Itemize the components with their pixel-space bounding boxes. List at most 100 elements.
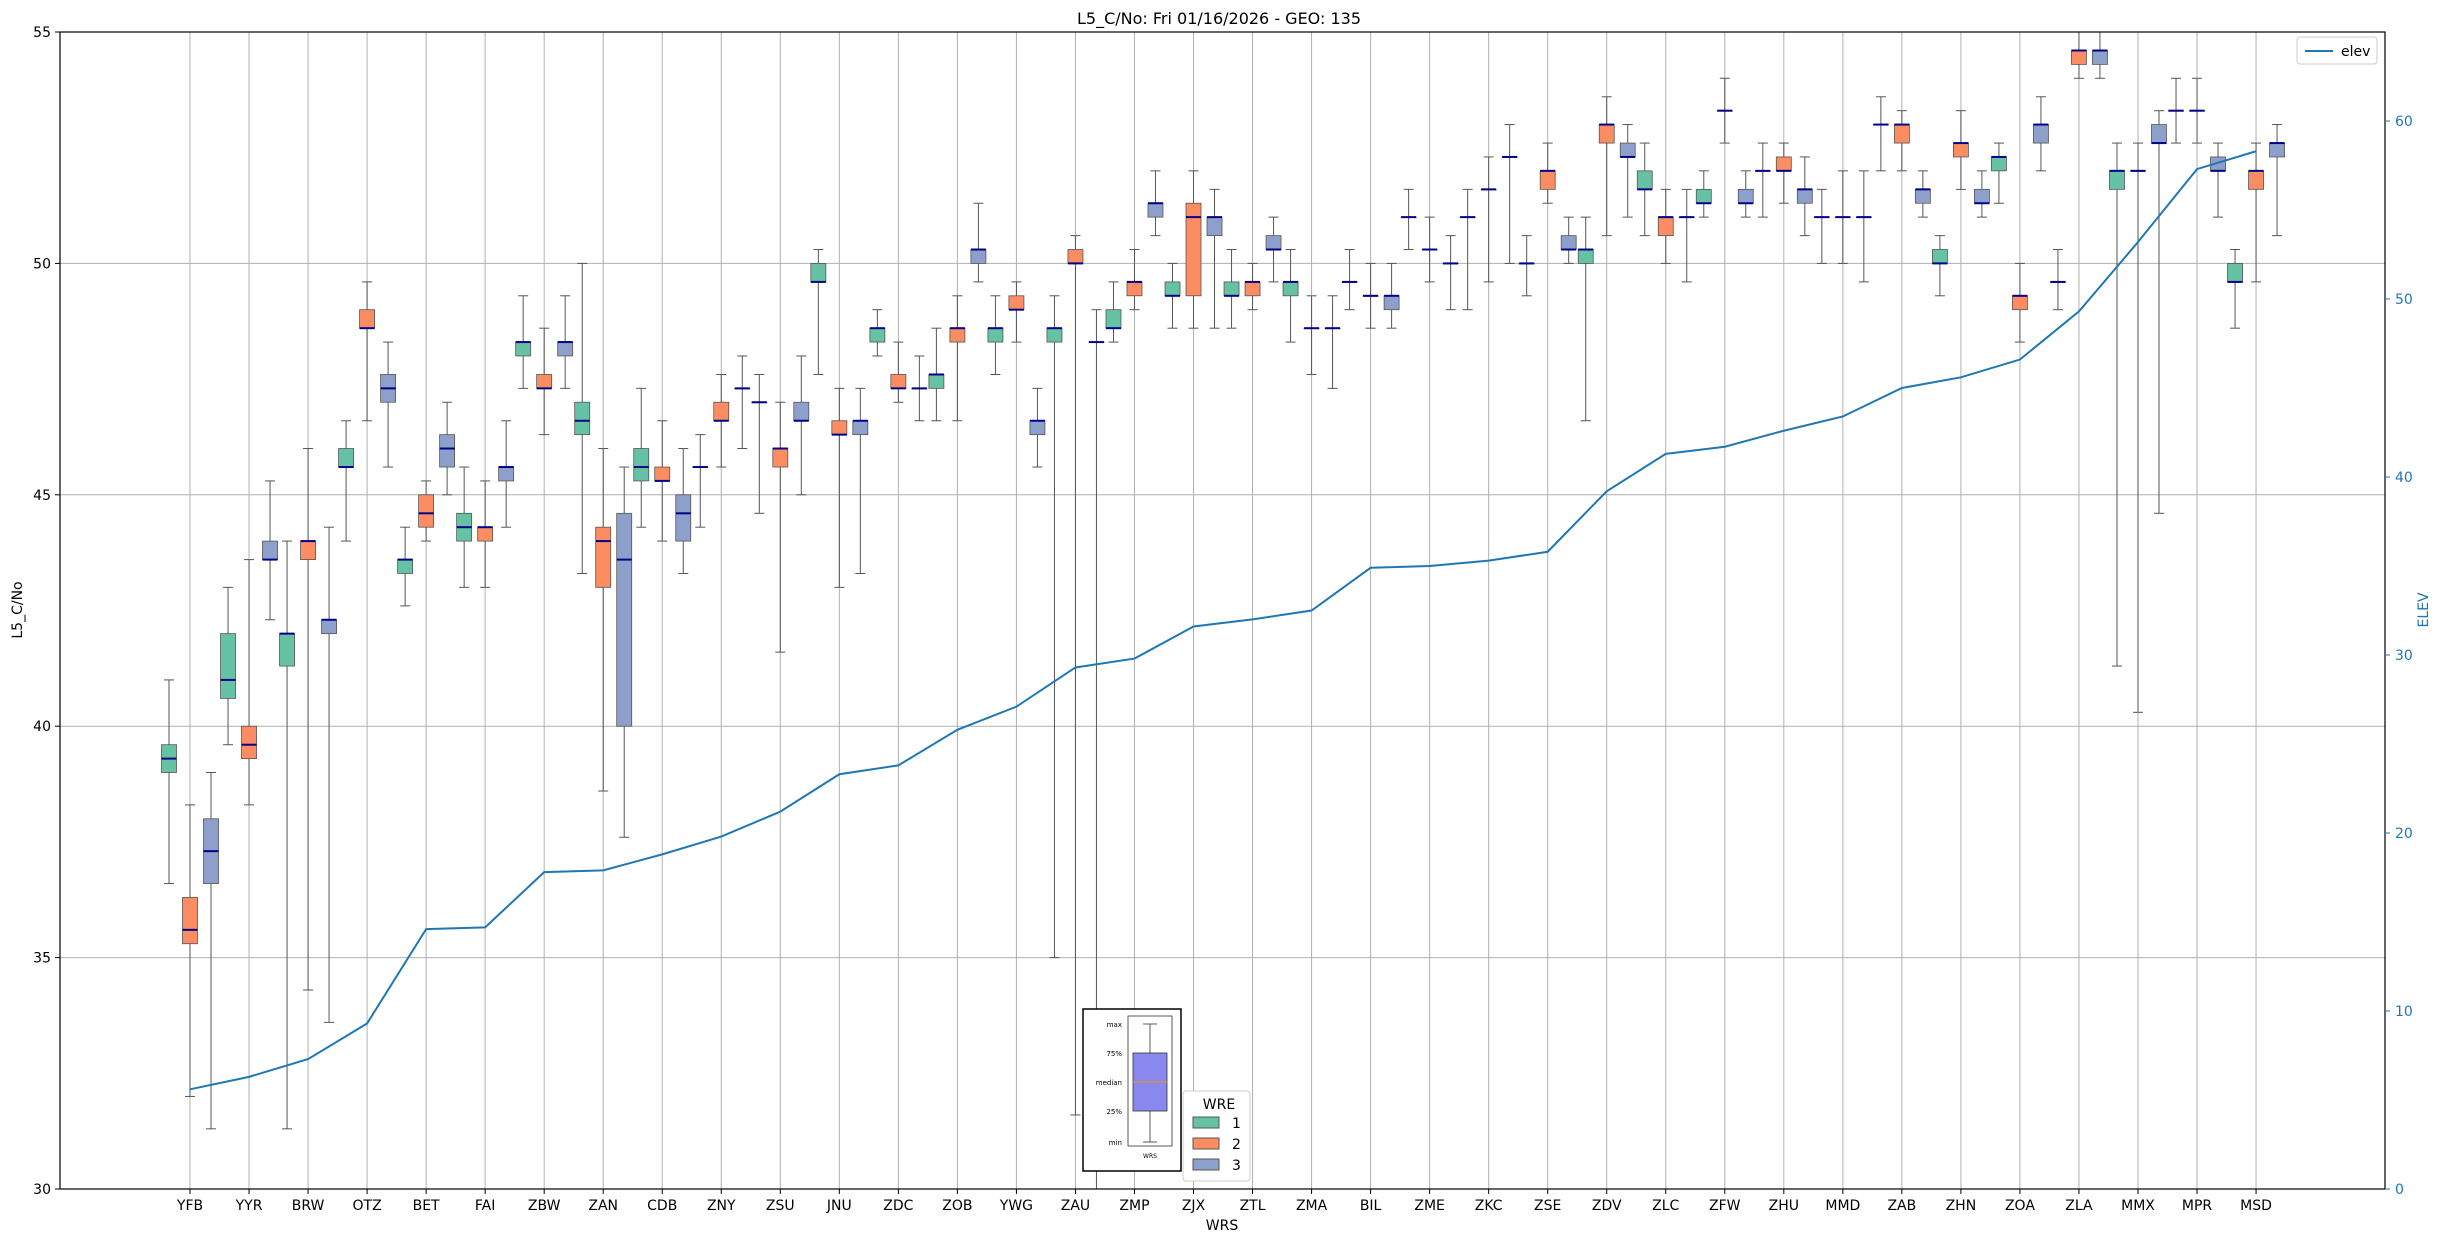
box-ZAB-1 (1872, 96, 1889, 172)
x-tick-label: ZJX (1182, 1198, 1206, 1214)
box-MMD-2 (1834, 170, 1851, 264)
x-tick-label: ZHN (1946, 1198, 1977, 1214)
box-MMX-2 (2130, 142, 2146, 713)
box-YYR-1 (220, 586, 236, 746)
box-MMD-3 (1855, 170, 1872, 283)
box-layer (161, 31, 2285, 1190)
box-iqr (220, 633, 236, 699)
box-iqr (2151, 124, 2167, 144)
box-iqr (852, 420, 869, 436)
box-ZSE-3 (1560, 216, 1577, 264)
box-ZDV-3 (1619, 124, 1636, 218)
box-iqr (1185, 202, 1202, 297)
box-ZBW-3 (557, 295, 574, 389)
y-right-tick-label: 60 (2395, 114, 2413, 130)
box-FAI-2 (477, 480, 494, 588)
wre-legend-title: WRE (1203, 1097, 1235, 1113)
box-iqr (300, 540, 316, 560)
box-iqr (2109, 170, 2125, 190)
x-tick-label: ZLC (1652, 1198, 1679, 1214)
x-tick-label: ZME (1414, 1198, 1445, 1214)
box-iqr (987, 327, 1004, 343)
box-ZNY-3 (734, 355, 751, 450)
box-ZSE-1 (1518, 235, 1535, 297)
x-tick-label: ZLA (2065, 1198, 2093, 1214)
x-tick-label: FAI (475, 1198, 495, 1214)
box-iqr (557, 341, 574, 357)
box-ZDV-2 (1598, 96, 1615, 237)
box-ZNY-1 (692, 434, 709, 528)
box-ZHN-3 (1974, 170, 1990, 218)
box-ZJX-1 (1164, 262, 1181, 329)
box-iqr (675, 494, 692, 542)
box-iqr (2033, 124, 2049, 144)
y-tick-label: 45 (33, 488, 51, 504)
box-iqr (793, 401, 810, 422)
box-ZME-1 (1400, 188, 1417, 251)
box-BET-2 (418, 480, 435, 542)
box-ZHU-3 (1796, 156, 1813, 237)
inset-explainer: max 75% median 25% min WRS (1082, 1008, 1182, 1172)
x-tick-label: ZFW (1709, 1198, 1741, 1214)
box-ZAU-2 (1067, 235, 1084, 1116)
box-ZAB-3 (1914, 170, 1931, 218)
box-iqr (1560, 235, 1577, 250)
box-ZNY-2 (713, 373, 730, 468)
x-tick-label: YFB (176, 1198, 203, 1214)
box-MPR-3 (2210, 142, 2226, 218)
inset-label-median: median (1096, 1079, 1122, 1087)
box-iqr (1539, 170, 1556, 190)
box-OTZ-3 (380, 341, 396, 468)
box-ZOB-1 (928, 327, 945, 422)
x-tick-label: JNU (826, 1198, 852, 1214)
y-right-tick-label: 0 (2395, 1182, 2404, 1198)
wre-legend-swatch-2 (1192, 1137, 1220, 1150)
box-MSD-1 (2227, 249, 2243, 329)
box-iqr (616, 512, 633, 727)
x-tick-label: ZMP (1119, 1198, 1149, 1214)
box-ZOA-1 (1991, 142, 2007, 204)
box-ZME-2 (1421, 216, 1438, 283)
box-ZTL-2 (1244, 262, 1261, 311)
x-tick-label: BET (413, 1198, 440, 1214)
box-ZKC-1 (1459, 188, 1476, 311)
box-iqr (1147, 202, 1164, 218)
x-tick-label: YYR (235, 1198, 263, 1214)
box-ZHN-2 (1953, 110, 1969, 190)
plot-frame (59, 31, 2386, 1190)
box-iqr (1126, 281, 1143, 297)
elev-line (189, 150, 2257, 1091)
box-ZJX-2 (1185, 170, 1202, 329)
box-ZSU-2 (772, 401, 789, 653)
x-tick-label: BRW (292, 1198, 325, 1214)
box-BRW-1 (279, 540, 295, 1130)
box-YYR-3 (262, 480, 278, 621)
box-iqr (1223, 281, 1240, 297)
box-YWG-1 (987, 295, 1004, 375)
box-iqr (1383, 295, 1400, 311)
box-ZMP-1 (1105, 281, 1122, 343)
box-iqr (279, 633, 295, 667)
box-iqr (1932, 249, 1948, 264)
x-tick-label: ZKC (1475, 1198, 1503, 1214)
elev-legend: elev (2296, 36, 2378, 65)
box-iqr (1244, 281, 1261, 297)
x-tick-label: BIL (1360, 1198, 1382, 1214)
grid-lines (60, 31, 2385, 1190)
x-tick-label: ZTL (1240, 1198, 1266, 1214)
x-tick-label: ZSE (1534, 1198, 1561, 1214)
box-iqr (182, 897, 198, 945)
box-ZAN-2 (595, 448, 612, 792)
box-iqr (1067, 249, 1084, 264)
y-right-tick-label: 40 (2395, 470, 2413, 486)
wre-legend-label-1: 1 (1232, 1116, 1241, 1132)
box-ZAN-1 (574, 262, 591, 574)
x-tick-label: CDB (647, 1198, 677, 1214)
box-iqr (810, 262, 827, 283)
box-iqr (574, 401, 591, 436)
box-CDB-3 (675, 448, 692, 574)
box-iqr (1974, 188, 1990, 204)
box-iqr (890, 374, 907, 389)
box-iqr (970, 249, 987, 264)
box-iqr (633, 448, 650, 482)
